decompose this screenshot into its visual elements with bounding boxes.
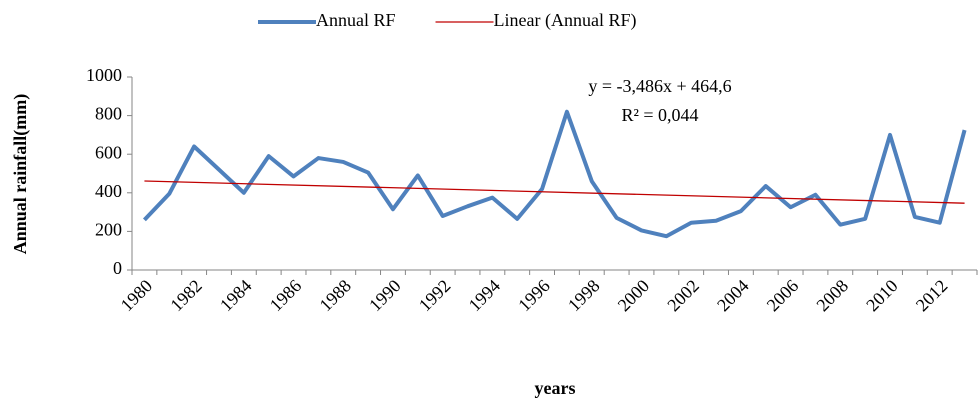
- x-tick-label: 2012: [912, 276, 952, 316]
- x-tick-label: 2006: [763, 276, 803, 316]
- x-tick-label: 1990: [365, 276, 405, 316]
- x-tick-label: 2000: [614, 276, 654, 316]
- x-tick-label: 1980: [117, 276, 157, 316]
- x-tick-label: 2008: [812, 276, 852, 316]
- y-tick-label: 200: [95, 220, 122, 240]
- trend-r-squared: R² = 0,044: [621, 105, 698, 125]
- x-tick-label: 1992: [415, 276, 455, 316]
- x-tick-label: 1988: [315, 276, 355, 316]
- trend-line: [144, 180, 965, 204]
- x-tick-label: 1984: [216, 276, 256, 316]
- trend-equation: y = -3,486x + 464,6: [588, 76, 731, 96]
- x-tick-label: 1982: [166, 276, 206, 316]
- x-tick-label: 2002: [663, 276, 703, 316]
- x-tick-label: 1996: [514, 276, 554, 316]
- legend-label: Linear (Annual RF): [494, 10, 637, 31]
- x-tick-label: 1998: [564, 276, 604, 316]
- x-axis-title: years: [535, 378, 576, 398]
- legend-label: Annual RF: [316, 10, 396, 30]
- y-tick-label: 600: [95, 142, 122, 162]
- x-tick-label: 1986: [266, 276, 306, 316]
- x-tick-label: 2010: [862, 276, 902, 316]
- y-tick-label: 0: [113, 258, 122, 278]
- y-tick-label: 400: [95, 181, 122, 201]
- x-tick-label: 2004: [713, 276, 753, 316]
- y-axis-title: Annual rainfall(mm): [10, 94, 31, 255]
- y-tick-label: 800: [95, 104, 122, 124]
- y-tick-label: 1000: [86, 65, 122, 85]
- x-tick-label: 1994: [465, 276, 505, 316]
- data-line: [142, 109, 967, 239]
